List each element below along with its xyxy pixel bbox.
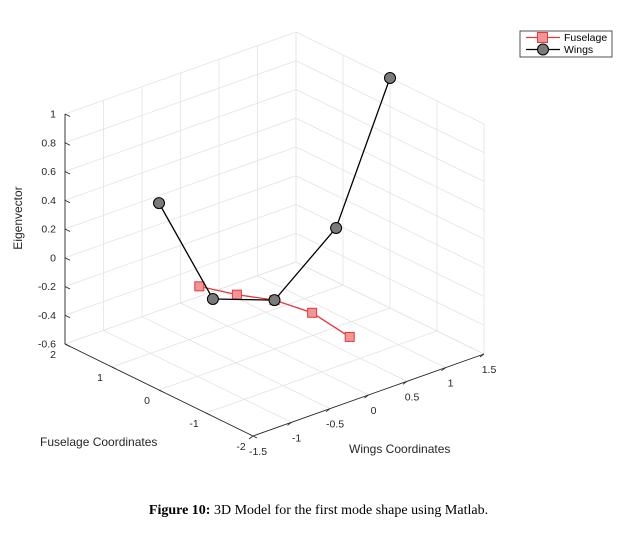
z-tick-mark-6 [64, 171, 71, 175]
x-tick-label-1: -1 [292, 432, 301, 444]
series-layer [153, 72, 396, 342]
z-tick-label-2: -0.2 [38, 281, 56, 293]
z-tick-mark-1 [64, 314, 71, 319]
grid-layer [64, 31, 485, 437]
z-axis-label: Eigenvector [11, 186, 25, 249]
y-tick-label-4: -2 [236, 441, 245, 453]
point-fuselage-1 [231, 289, 242, 300]
z-tick-mark-7 [64, 142, 71, 146]
grid-wallyz-z-3 [295, 175, 485, 269]
legend-marker-wings [537, 43, 549, 56]
grid-wallyz-z-6 [295, 89, 485, 182]
series-line-wings [158, 77, 391, 301]
series-line-fuselage [199, 285, 351, 338]
y-tick-label-3: -1 [189, 418, 198, 430]
grid-wallxz-z-2 [64, 204, 297, 287]
y-axis-label: Fuselage Coordinates [40, 435, 157, 449]
figure-caption-label: Figure 10: [148, 503, 211, 518]
z-tick-label-1: -0.4 [38, 310, 56, 322]
grid-wallxz-z-7 [64, 60, 297, 144]
x-tick-mark-1 [287, 422, 292, 426]
x-tick-label-0: -1.5 [249, 446, 267, 458]
axes-layer: -1.5 -1 -0.5 0 0.5 1 1.5 2 1 0 -1 -2 -0.6 -0.4 -0.2 0 0.… [38, 109, 497, 459]
legend-label-wings: Wings [564, 44, 593, 56]
legend: Fuselage Wings [519, 30, 613, 58]
grid-floor-y-3 [205, 330, 438, 414]
x-tick-mark-4 [402, 381, 408, 385]
point-wings-1 [206, 292, 219, 305]
x-tick-label-5: 1 [448, 378, 454, 390]
grid-floor-y-1 [111, 284, 344, 368]
z-tick-mark-4 [64, 228, 71, 232]
legend-box [519, 30, 613, 58]
x-tick-mark-5 [441, 367, 446, 371]
x-tick-mark-3 [364, 394, 369, 399]
figure-caption: Figure 10: 3D Model for the first mode s… [0, 503, 637, 519]
figure-caption-text: 3D Model for the first mode shape using … [210, 503, 489, 518]
z-tick-label-8: 1 [50, 109, 56, 121]
grid-wallyz-z-1 [295, 232, 485, 326]
x-tick-label-6: 1.5 [482, 364, 497, 376]
z-tick-mark-3 [64, 257, 71, 261]
y-tick-mark-1 [111, 366, 117, 370]
y-tick-mark-4 [252, 435, 258, 439]
legend-marker-fuselage [537, 32, 548, 43]
z-tick-label-0: -0.6 [38, 339, 56, 351]
z-tick-mark-8 [64, 113, 71, 117]
point-wings-2 [268, 294, 281, 307]
point-wings-3 [330, 221, 343, 234]
grid-wallxz-z-1 [64, 232, 297, 316]
z-tick-label-6: 0.6 [41, 166, 56, 178]
x-axis-label: Wings Coordinates [349, 442, 450, 456]
grid-floor-y-2 [158, 307, 391, 391]
grid-wallyz-z-0 [295, 261, 485, 355]
point-fuselage-3 [307, 307, 318, 318]
z-tick-label-7: 0.8 [41, 137, 56, 149]
x-tick-label-3: 0 [371, 405, 377, 417]
point-fuselage-0 [194, 281, 205, 292]
z-tick-label-3: 0 [50, 252, 56, 264]
grid-wallyz-z-7 [295, 60, 485, 154]
y-tick-label-2: 0 [144, 395, 150, 407]
x-tick-mark-6 [479, 353, 485, 358]
x-tick-mark-2 [325, 408, 331, 412]
grid-wallxz-z-3 [64, 175, 297, 259]
grid-wallxz-z-4 [64, 146, 297, 230]
grid-wallyz-z-5 [295, 117, 485, 211]
grid-wallyz-z-2 [295, 204, 485, 297]
grid-wallxz-z-0 [64, 261, 297, 345]
z-tick-mark-5 [64, 199, 71, 204]
x-tick-label-2: -0.5 [326, 419, 344, 431]
grid-wallxz-z-6 [64, 89, 297, 172]
grid-wallyz-z-4 [295, 146, 485, 240]
grid-wallxz-z-8 [64, 31, 297, 115]
z-tick-label-5: 0.4 [41, 195, 56, 207]
point-wings-0 [153, 197, 165, 210]
z-tick-mark-2 [64, 286, 71, 290]
y-tick-label-0: 2 [50, 349, 56, 361]
x-tick-mark-0 [248, 435, 254, 440]
z-tick-label-4: 0.2 [41, 224, 56, 236]
point-wings-4 [384, 72, 396, 84]
point-fuselage-4 [344, 331, 355, 342]
y-tick-mark-3 [205, 412, 211, 416]
grid-wallxz-z-5 [64, 117, 297, 201]
y-tick-label-1: 1 [97, 372, 103, 384]
chart-3d-plot: -1.5 -1 -0.5 0 0.5 1 1.5 2 1 0 -1 -2 -0.6 -0.4 -0.2 0 0.… [11, 30, 613, 459]
x-tick-label-4: 0.5 [405, 391, 420, 403]
y-tick-mark-2 [158, 389, 164, 393]
legend-label-fuselage: Fuselage [564, 32, 607, 44]
z-tick-mark-0 [64, 343, 71, 347]
